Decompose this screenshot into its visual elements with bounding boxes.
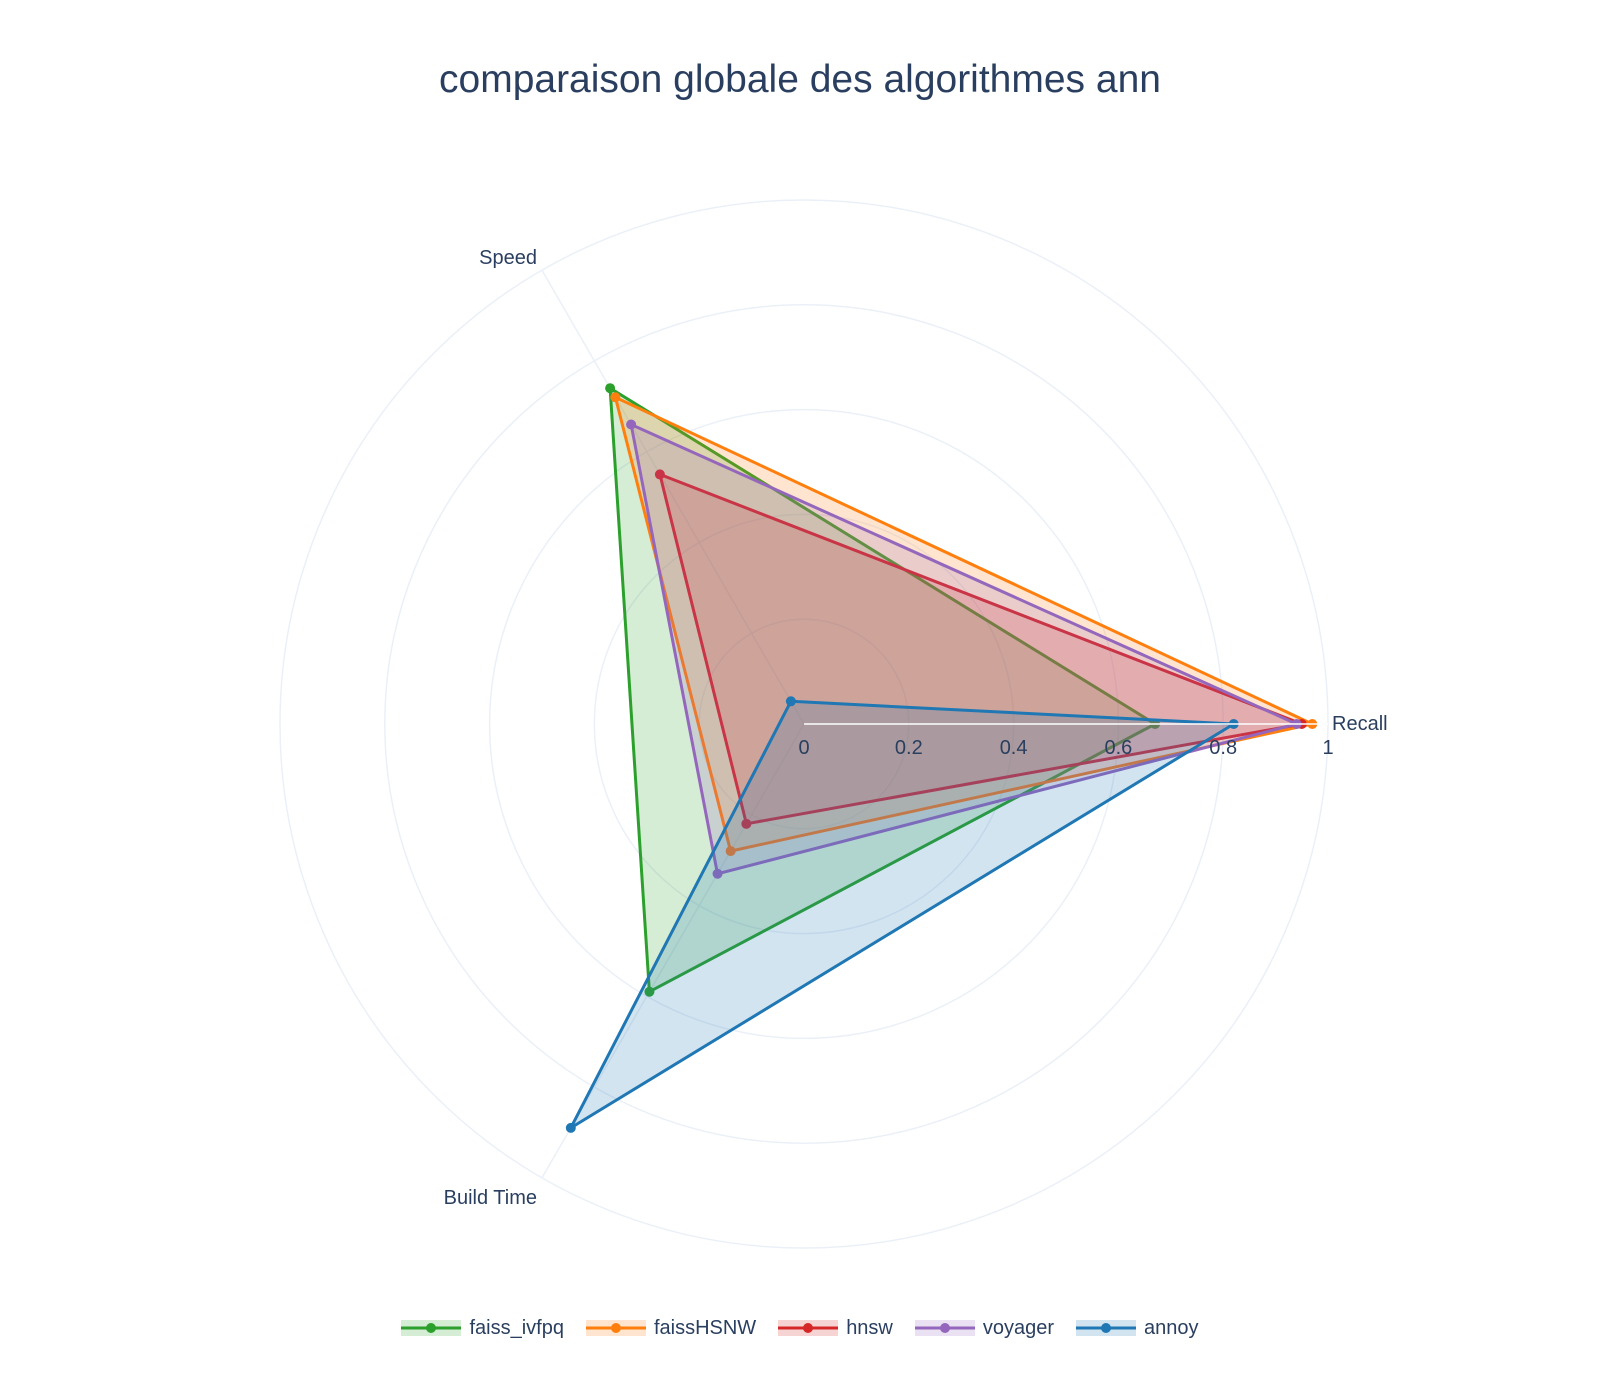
series-line-hnsw xyxy=(658,472,1304,826)
data-point-faiss_ivfpq-Build Time xyxy=(644,986,655,997)
legend-marker xyxy=(610,1323,621,1333)
legend-item-annoy[interactable]: annoy xyxy=(1076,1316,1199,1340)
data-point-annoy-Speed xyxy=(785,696,796,707)
legend: faiss_ivfpq faissHSNW hnsw voyager annoy xyxy=(0,1308,1600,1348)
legend-label: annoy xyxy=(1144,1316,1199,1339)
data-point-annoy-Build Time xyxy=(565,1122,576,1133)
radial-tick-label: 0.2 xyxy=(895,737,923,759)
legend-label: faiss_ivfpq xyxy=(469,1316,564,1339)
chart-title: comparaison globale des algorithmes ann xyxy=(439,58,1161,101)
legend-item-hnsw[interactable]: hnsw xyxy=(778,1316,893,1340)
data-point-faissHSNW-Speed xyxy=(610,392,621,403)
data-point-faissHSNW-Build Time xyxy=(725,846,736,857)
legend-item-voyager[interactable]: voyager xyxy=(914,1316,1055,1340)
legend-label: hnsw xyxy=(846,1316,893,1339)
series-fill-faissHSNW xyxy=(615,397,1313,852)
axis-label-recall: Recall xyxy=(1332,713,1388,735)
axis-label-speed: Speed xyxy=(479,247,537,269)
radial-tick-label: 0.4 xyxy=(1000,737,1028,759)
series-line-faissHSNW xyxy=(613,395,1314,853)
data-point-faiss_ivfpq-Speed xyxy=(605,383,616,394)
legend-item-faissHSNW[interactable]: faissHSNW xyxy=(585,1316,757,1340)
legend-swatch xyxy=(778,1320,839,1336)
legend-marker xyxy=(939,1323,950,1333)
radial-tick-label: 0.8 xyxy=(1209,737,1237,759)
legend-swatch xyxy=(1076,1320,1137,1336)
legend-marker xyxy=(1101,1323,1112,1333)
radial-tick-label: 0 xyxy=(798,737,809,759)
legend-swatch xyxy=(914,1320,975,1336)
legend-swatch xyxy=(401,1320,462,1336)
legend-marker xyxy=(426,1323,437,1333)
series-line-voyager xyxy=(629,423,1299,876)
legend-marker xyxy=(803,1323,814,1333)
series-fill-faiss_ivfpq xyxy=(610,388,1156,992)
legend-label: faissHSNW xyxy=(653,1316,757,1339)
radial-tick-label: 0.6 xyxy=(1104,737,1132,759)
angular-gridline xyxy=(541,269,805,725)
data-point-voyager-Speed xyxy=(626,419,637,430)
legend-swatch xyxy=(585,1320,646,1336)
series-line-faiss_ivfpq xyxy=(608,386,1157,994)
data-point-hnsw-Speed xyxy=(654,469,665,480)
axis-label-build-time: Build Time xyxy=(444,1187,537,1209)
legend-label: voyager xyxy=(982,1316,1055,1339)
series-fill-voyager xyxy=(631,424,1297,874)
legend-item-faiss_ivfpq[interactable]: faiss_ivfpq xyxy=(401,1316,564,1340)
radial-tick-label: 1 xyxy=(1322,737,1333,759)
data-point-hnsw-Build Time xyxy=(741,818,752,829)
data-point-voyager-Build Time xyxy=(712,868,723,879)
series-fill-hnsw xyxy=(659,474,1302,824)
series-line-annoy xyxy=(569,699,1236,1130)
